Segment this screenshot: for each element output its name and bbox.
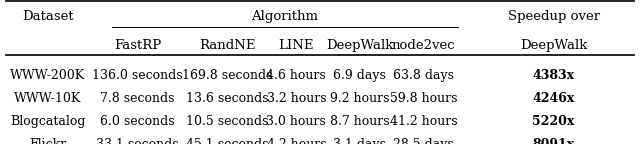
Text: 45.1 seconds: 45.1 seconds xyxy=(186,138,268,144)
Text: node2vec: node2vec xyxy=(392,39,456,52)
Text: 136.0 seconds: 136.0 seconds xyxy=(92,69,183,82)
Text: 9.2 hours: 9.2 hours xyxy=(330,92,389,105)
Text: 41.2 hours: 41.2 hours xyxy=(390,115,458,128)
Text: 7.8 seconds: 7.8 seconds xyxy=(100,92,175,105)
Text: 28.5 days: 28.5 days xyxy=(394,138,454,144)
Text: DeepWalk: DeepWalk xyxy=(520,39,588,52)
Text: 4.6 hours: 4.6 hours xyxy=(266,69,326,82)
Text: FastRP: FastRP xyxy=(114,39,161,52)
Text: Blogcatalog: Blogcatalog xyxy=(10,115,86,128)
Text: 8091x: 8091x xyxy=(532,138,575,144)
Text: 5220x: 5220x xyxy=(532,115,575,128)
Text: 63.8 days: 63.8 days xyxy=(393,69,454,82)
Text: Algorithm: Algorithm xyxy=(252,10,318,23)
Text: 6.0 seconds: 6.0 seconds xyxy=(100,115,175,128)
Text: Dataset: Dataset xyxy=(22,10,74,23)
Text: 13.6 seconds: 13.6 seconds xyxy=(186,92,269,105)
Text: Flickr: Flickr xyxy=(29,138,67,144)
Text: WWW-200K: WWW-200K xyxy=(10,69,86,82)
Text: 4246x: 4246x xyxy=(532,92,575,105)
Text: 3.1 days: 3.1 days xyxy=(333,138,386,144)
Text: 8.7 hours: 8.7 hours xyxy=(330,115,390,128)
Text: LINE: LINE xyxy=(278,39,314,52)
Text: 33.1 seconds: 33.1 seconds xyxy=(96,138,179,144)
Text: 4383x: 4383x xyxy=(532,69,575,82)
Text: 6.9 days: 6.9 days xyxy=(333,69,386,82)
Text: DeepWalk: DeepWalk xyxy=(326,39,394,52)
Text: Speedup over: Speedup over xyxy=(508,10,600,23)
Text: 169.8 seconds: 169.8 seconds xyxy=(182,69,273,82)
Text: RandNE: RandNE xyxy=(199,39,255,52)
Text: 4.2 hours: 4.2 hours xyxy=(266,138,326,144)
Text: 10.5 seconds: 10.5 seconds xyxy=(186,115,268,128)
Text: WWW-10K: WWW-10K xyxy=(14,92,82,105)
Text: 3.2 hours: 3.2 hours xyxy=(266,92,326,105)
Text: 3.0 hours: 3.0 hours xyxy=(266,115,326,128)
Text: 59.8 hours: 59.8 hours xyxy=(390,92,458,105)
